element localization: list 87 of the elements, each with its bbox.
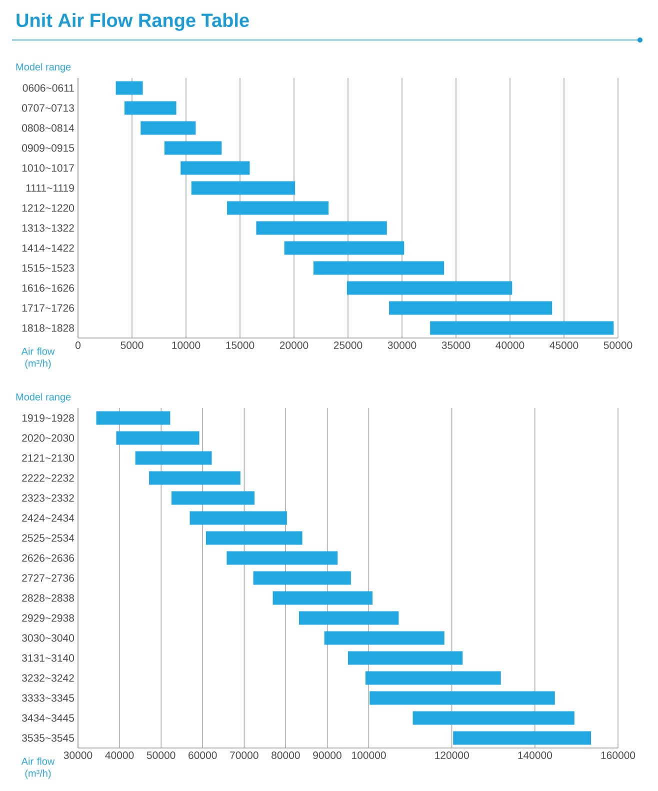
y-tick-label: 3333~3345 — [22, 694, 74, 702]
bar — [272, 591, 373, 605]
x-axis-title: Air flow (m³/h) — [21, 758, 55, 779]
y-tick-label: 3131~3140 — [22, 654, 74, 662]
bar — [96, 411, 170, 425]
x-tick-label: 100000 — [352, 752, 386, 759]
bar — [365, 671, 501, 685]
bar — [190, 511, 287, 525]
y-axis-title: Model range — [16, 63, 71, 72]
y-tick-label: 1212~1220 — [22, 204, 74, 212]
x-tick-label: 45000 — [550, 342, 578, 349]
x-tick-label: 60000 — [188, 752, 217, 759]
x-tick-label: 120000 — [435, 752, 469, 759]
y-tick-label: 2727~2736 — [22, 574, 74, 582]
bar — [284, 241, 404, 255]
bar — [124, 101, 176, 115]
bar — [453, 731, 592, 745]
x-tick-label: 140000 — [518, 752, 552, 759]
bar — [191, 181, 296, 195]
y-tick-label: 3030~3040 — [22, 634, 74, 642]
y-tick-label: 1313~1322 — [22, 224, 74, 232]
y-tick-label: 1919~1928 — [22, 414, 74, 422]
bar — [227, 201, 329, 215]
y-tick-label: 2121~2130 — [22, 454, 74, 462]
y-tick-label: 1111~1119 — [26, 184, 74, 192]
y-tick-label: 0606~0611 — [22, 84, 74, 92]
bar — [180, 161, 250, 175]
bar — [324, 631, 444, 645]
x-tick-label: 35000 — [442, 342, 470, 349]
bar — [346, 281, 512, 295]
bar — [226, 551, 338, 565]
bar — [298, 611, 399, 625]
bar — [171, 491, 255, 505]
x-tick-label: 10000 — [172, 342, 200, 349]
x-tick-label: 160000 — [601, 752, 636, 759]
y-tick-label: 1414~1422 — [22, 244, 74, 252]
bar — [253, 571, 351, 585]
x-tick-label: 70000 — [230, 752, 258, 759]
y-tick-label: 2929~2938 — [22, 614, 74, 622]
bar — [313, 261, 444, 275]
x-tick-label: 40000 — [496, 342, 524, 349]
y-tick-label: 1010~1017 — [22, 164, 74, 172]
bar — [412, 711, 574, 725]
x-tick-label: 80000 — [272, 752, 300, 759]
bar — [430, 321, 614, 335]
y-tick-label: 2222~2232 — [22, 474, 74, 482]
bar — [370, 691, 555, 705]
bar — [389, 301, 552, 315]
y-tick-label: 2525~2534 — [22, 534, 74, 542]
bar — [149, 471, 240, 485]
bar — [164, 141, 222, 155]
y-tick-label: 2828~2838 — [22, 594, 74, 602]
x-tick-label: 30000 — [388, 342, 416, 349]
y-axis-title: Model range — [16, 393, 71, 402]
x-tick-label: 25000 — [334, 342, 362, 349]
x-tick-label: 90000 — [313, 752, 342, 759]
x-tick-label: 40000 — [105, 752, 134, 759]
y-tick-label: 3535~3545 — [22, 734, 74, 742]
y-tick-label: 1818~1828 — [22, 324, 74, 332]
bar — [348, 651, 463, 665]
x-axis-title: Air flow (m³/h) — [21, 348, 55, 369]
x-tick-label: 50000 — [604, 342, 632, 349]
x-tick-label: 30000 — [64, 752, 92, 759]
bar — [116, 81, 143, 95]
y-tick-label: 3434~3445 — [22, 714, 74, 722]
y-tick-label: 1717~1726 — [22, 304, 74, 312]
x-tick-label: 0 — [75, 342, 81, 349]
y-tick-label: 0707~0713 — [22, 104, 74, 112]
chart-title: Unit Air Flow Range Table — [16, 13, 249, 31]
bar — [135, 451, 212, 465]
y-tick-label: 2323~2332 — [22, 494, 74, 502]
x-tick-label: 5000 — [120, 342, 144, 349]
y-tick-label: 3232~3242 — [22, 674, 74, 682]
bar — [116, 431, 200, 445]
x-tick-label: 20000 — [280, 342, 308, 349]
y-tick-label: 0808~0814 — [22, 124, 74, 132]
y-tick-label: 0909~0915 — [22, 144, 74, 152]
y-tick-label: 1515~1523 — [22, 264, 74, 272]
bar — [256, 221, 387, 235]
y-tick-label: 2020~2030 — [22, 434, 74, 442]
bar — [206, 531, 302, 545]
x-tick-label: 50000 — [146, 752, 176, 759]
x-tick-label: 15000 — [226, 342, 254, 349]
y-tick-label: 2626~2636 — [22, 554, 74, 562]
y-tick-label: 2424~2434 — [22, 514, 74, 522]
y-tick-label: 1616~1626 — [22, 284, 74, 292]
bar — [140, 121, 196, 135]
